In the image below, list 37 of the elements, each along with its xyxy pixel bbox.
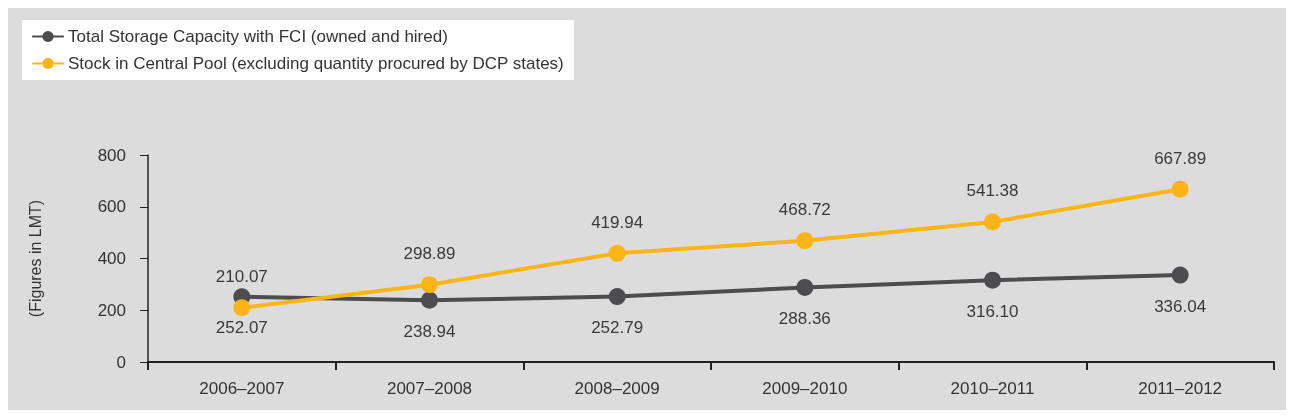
x-tick-label: 2006–2007 — [199, 379, 285, 398]
point — [608, 288, 626, 306]
point — [984, 213, 1001, 231]
point — [984, 271, 1001, 289]
point — [1171, 266, 1189, 284]
point — [421, 276, 438, 294]
x-tick-label: 2011–2012 — [1138, 379, 1223, 398]
data-label: 252.07 — [215, 318, 268, 338]
y-tick-label: 800 — [97, 145, 126, 165]
point — [421, 291, 438, 309]
point — [233, 299, 251, 317]
data-label: 252.79 — [591, 318, 644, 338]
point — [796, 232, 814, 250]
legend-label: Total Storage Capacity with FCI (owned and hired) — [68, 27, 448, 46]
y-tick-label: 600 — [97, 197, 126, 217]
x-tick-label: 2009–2010 — [762, 379, 848, 398]
data-label: 336.04 — [1154, 296, 1207, 316]
point — [796, 278, 814, 296]
legend-label: Stock in Central Pool (excluding quantity procured by DCP states) — [68, 54, 564, 73]
point — [1171, 180, 1189, 198]
y-tick-label: 400 — [97, 249, 126, 268]
data-label: 468.72 — [778, 200, 831, 220]
data-label: 541.38 — [966, 181, 1019, 201]
y-axis-title: (Figures in LMT) — [26, 199, 44, 318]
data-label: 238.94 — [403, 321, 456, 341]
y-tick-label: 200 — [97, 300, 126, 320]
data-label: 316.10 — [966, 301, 1019, 321]
data-label: 288.36 — [778, 308, 831, 328]
x-tick-label: 2008–2009 — [574, 379, 660, 398]
data-label: 298.89 — [403, 244, 456, 264]
x-tick-label: 2010–2011 — [950, 379, 1035, 398]
data-label: 210.07 — [215, 267, 268, 287]
x-tick-label: 2007–2008 — [386, 379, 473, 398]
y-tick-label: 0 — [116, 352, 126, 372]
data-label: 667.89 — [1154, 148, 1207, 168]
data-label: 419.94 — [591, 212, 644, 232]
point — [608, 244, 626, 262]
